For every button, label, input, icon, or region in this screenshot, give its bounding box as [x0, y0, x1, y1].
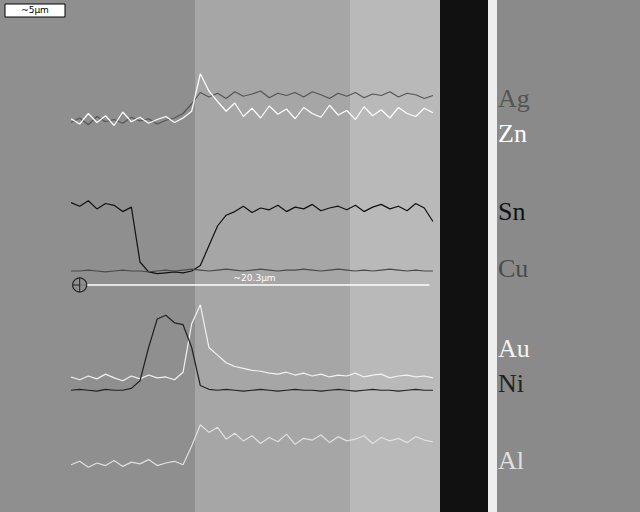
svg-text:Zn: Zn [498, 119, 527, 148]
svg-text:Cu: Cu [498, 254, 528, 283]
svg-text:Ni: Ni [498, 369, 524, 398]
svg-text:~5µm: ~5µm [21, 5, 49, 15]
svg-text:Al: Al [498, 446, 524, 475]
svg-text:Sn: Sn [498, 197, 525, 226]
svg-text:Au: Au [498, 334, 530, 363]
svg-text:Ag: Ag [498, 84, 530, 113]
svg-text:~20.3µm: ~20.3µm [234, 273, 276, 283]
